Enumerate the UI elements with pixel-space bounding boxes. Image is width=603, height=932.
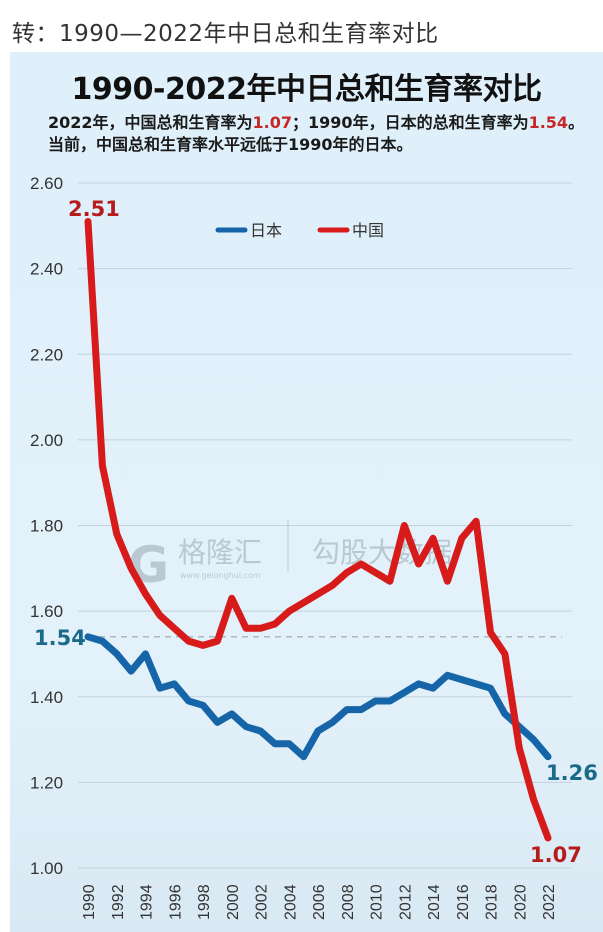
- subtitle-highlight-china: 1.07: [252, 113, 293, 132]
- x-tick-label: 2004: [282, 884, 299, 920]
- x-tick-label: 2010: [369, 884, 386, 920]
- annotation-japan-1990: 1.54: [34, 626, 86, 650]
- x-tick-label: 1994: [139, 884, 156, 920]
- x-tick-label: 1992: [110, 884, 127, 920]
- x-tick-label: 2006: [311, 884, 328, 920]
- x-tick-label: 2018: [484, 884, 501, 920]
- y-tick-label: 2.00: [30, 431, 63, 450]
- chart-title: 1990-2022年中日总和生育率对比: [71, 72, 542, 107]
- x-tick-label: 2020: [512, 884, 529, 920]
- x-tick-label: 2008: [340, 884, 357, 920]
- y-tick-label: 1.60: [30, 602, 63, 621]
- chart-subtitle: 2022年，中国总和生育率为1.07；1990年，日本的总和生育率为1.54。当…: [48, 112, 588, 156]
- y-tick-label: 1.40: [30, 688, 63, 707]
- x-tick-label: 2014: [426, 884, 443, 920]
- x-tick-label: 1998: [196, 884, 213, 920]
- subtitle-highlight-japan: 1.54: [528, 113, 569, 132]
- x-tick-label: 2016: [455, 884, 472, 920]
- y-tick-label: 1.00: [30, 859, 63, 878]
- japan-line: [84, 633, 552, 761]
- x-tick-label: 2002: [254, 884, 271, 920]
- watermark-url: www.gelonghui.com: [180, 571, 261, 580]
- x-tick-label: 2012: [397, 884, 414, 920]
- x-tick-label: 2022: [541, 884, 558, 920]
- y-tick-label: 2.40: [30, 260, 63, 279]
- subtitle-text-3: 。当前，中国总和生育率水平远低于1990年的日本。: [48, 113, 585, 154]
- china-line: [84, 218, 552, 842]
- y-tick-label: 1.20: [30, 773, 63, 792]
- x-tick-label: 1996: [167, 884, 184, 920]
- x-tick-label: 1990: [81, 884, 98, 920]
- x-tick-label: 2000: [225, 884, 242, 920]
- repost-header: 转：1990—2022年中日总和生育率对比: [12, 21, 439, 47]
- y-tick-label: 2.20: [30, 345, 63, 364]
- y-tick-label: 2.60: [30, 174, 63, 193]
- annotation-china-1990: 2.51: [68, 197, 120, 221]
- annotation-japan-2022: 1.26: [546, 761, 598, 785]
- annotation-china-2022: 1.07: [530, 843, 582, 867]
- subtitle-text-2: ；1990年，日本的总和生育率为: [292, 113, 529, 132]
- subtitle-text-1: 2022年，中国总和生育率为: [48, 113, 253, 132]
- y-tick-label: 1.80: [30, 517, 63, 536]
- legend-china-label: 中国: [352, 221, 384, 240]
- watermark-text: 格隆汇: [178, 536, 262, 569]
- watermark-logo-icon: G: [128, 536, 169, 594]
- legend-japan-label: 日本: [250, 221, 282, 240]
